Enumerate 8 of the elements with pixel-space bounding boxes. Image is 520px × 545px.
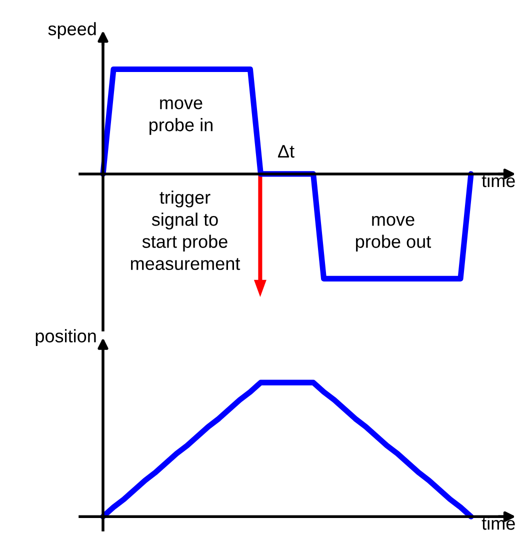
annotation: move probe out xyxy=(356,216,432,252)
annotation: move probe in xyxy=(150,99,212,135)
annotation: Δt xyxy=(278,145,294,158)
x-axis-title: time xyxy=(482,516,515,530)
x-axis-title: time xyxy=(482,174,515,188)
y-axis-title: speed xyxy=(48,22,96,39)
y-axis-title: position xyxy=(36,329,96,346)
annotation: trigger signal to start probe measurement xyxy=(131,190,240,270)
